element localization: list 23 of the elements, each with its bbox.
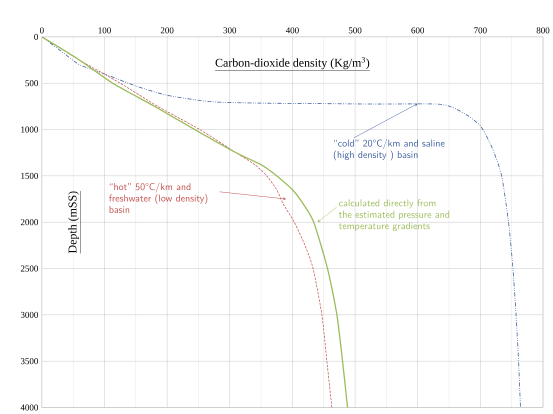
x-tick-label: 600 [411, 27, 424, 34]
y-tick-label: 3000 [20, 312, 38, 318]
y-tick-label: 0 [34, 34, 38, 40]
x-tick-label: 100 [98, 27, 111, 34]
y-tick-label: 2500 [20, 265, 38, 272]
x-tick-label: 500 [348, 27, 362, 34]
annotation: “cold” 20°C/km and saline (high density ) basin [334, 138, 445, 160]
x-tick-label: 200 [160, 27, 174, 34]
y-tick-label: 1000 [21, 126, 38, 132]
x-tick-label: 400 [286, 27, 299, 34]
annotation: “hot” 50°C/km and freshwater (low density) basin [109, 182, 208, 213]
x-tick-label: 300 [224, 27, 236, 34]
y-tick-label: 3500 [20, 358, 38, 364]
y-tick-label: 500 [25, 80, 38, 86]
annotation: calculated directly from the estimated pressure and temperature gradients [338, 199, 450, 231]
y-axis-title: Depth (mSS) [68, 191, 79, 253]
y-tick-label: 2000 [20, 218, 38, 225]
x-axis-title: Carbon-dioxide density (Kg/m$^{3}$) [216, 56, 370, 69]
x-tick-label: 800 [536, 27, 550, 34]
x-tick-label: 0 [40, 27, 44, 34]
y-tick-label: 4000 [20, 404, 38, 410]
y-tick-label: 1500 [21, 172, 38, 179]
x-tick-label: 700 [474, 27, 487, 34]
